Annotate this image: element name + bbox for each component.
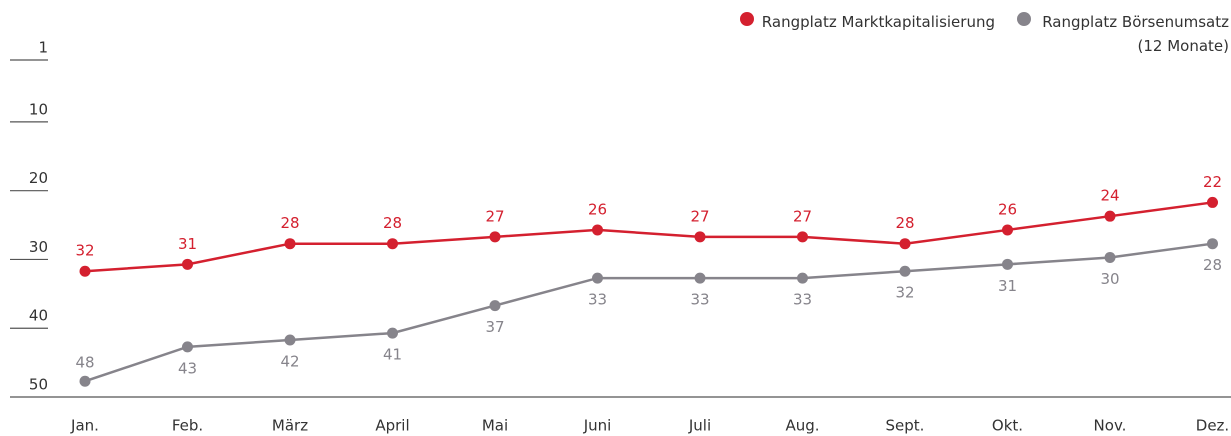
x-tick-label: Feb. [172, 417, 203, 435]
legend-marker [1017, 12, 1031, 26]
x-tick-label: Mai [482, 417, 508, 435]
legend-item: Rangplatz Börsenumsatz (12 Monate) [1017, 10, 1229, 58]
x-tick-label: März [272, 417, 308, 435]
point [797, 231, 808, 243]
series-line [84, 242, 1213, 383]
data-label: 22 [1203, 173, 1222, 191]
point [1002, 258, 1013, 270]
x-tick-label: Jan. [70, 417, 99, 435]
data-label: 27 [793, 207, 812, 225]
data-label: 27 [690, 207, 709, 225]
point [79, 265, 91, 277]
y-tick-label: 40 [29, 307, 48, 325]
point [899, 238, 911, 250]
x-tick-label: Nov. [1094, 417, 1127, 435]
point [1207, 196, 1218, 208]
data-label: 37 [485, 318, 504, 336]
point [387, 238, 398, 250]
data-label: 26 [588, 200, 607, 218]
point [489, 231, 501, 243]
x-tick-label: Sept. [886, 417, 925, 435]
legend-label: Rangplatz Börsenumsatz (12 Monate) [1042, 13, 1229, 55]
data-label: 27 [485, 207, 504, 225]
data-label: 26 [998, 200, 1017, 218]
x-tick-label: Aug. [785, 417, 819, 435]
legend-label: Rangplatz Marktkapitalisierung [761, 13, 995, 31]
point [1104, 210, 1116, 222]
point [797, 272, 808, 284]
point [899, 265, 911, 277]
x-tick-label: Juni [583, 417, 612, 435]
series-line [84, 201, 1213, 273]
data-label: 33 [588, 291, 607, 309]
data-label: 32 [75, 242, 94, 260]
y-tick-label: 20 [29, 169, 48, 187]
data-label: 33 [793, 291, 812, 309]
point [182, 258, 193, 270]
data-label: 28 [1203, 256, 1222, 274]
point [592, 272, 603, 284]
data-label: 24 [1100, 187, 1119, 205]
y-tick-label: 50 [29, 376, 48, 394]
legend-marker [739, 12, 754, 26]
data-label: 31 [178, 235, 197, 253]
point [1207, 238, 1218, 250]
y-tick-label: 10 [29, 100, 48, 118]
data-label: 28 [895, 214, 914, 232]
point [489, 300, 501, 312]
data-label: 48 [75, 354, 94, 372]
x-tick-label: Juli [688, 417, 711, 435]
data-label: 33 [690, 291, 709, 309]
point [182, 341, 193, 353]
data-label: 28 [383, 214, 402, 232]
y-tick-label: 1 [38, 39, 48, 57]
y-tick-label: 30 [29, 238, 48, 256]
point [1002, 224, 1013, 236]
data-label: 41 [383, 346, 402, 364]
point [592, 224, 603, 236]
point [79, 375, 91, 387]
x-tick-label: Dez. [1196, 417, 1229, 435]
data-label: 31 [998, 277, 1017, 295]
legend: Rangplatz Marktkapitalisierung Rangplatz … [739, 10, 1229, 58]
point [284, 334, 296, 346]
data-label: 32 [895, 284, 914, 302]
data-label: 30 [1100, 270, 1119, 288]
point [1104, 251, 1116, 263]
data-label: 42 [280, 352, 299, 370]
legend-item: Rangplatz Marktkapitalisierung [739, 10, 995, 58]
x-tick-label: Okt. [992, 417, 1023, 435]
point [387, 327, 398, 339]
point [694, 272, 706, 284]
point [694, 231, 706, 243]
data-label: 43 [178, 359, 197, 377]
x-tick-label: April [375, 417, 409, 435]
data-label: 28 [280, 214, 299, 232]
point [284, 238, 296, 250]
